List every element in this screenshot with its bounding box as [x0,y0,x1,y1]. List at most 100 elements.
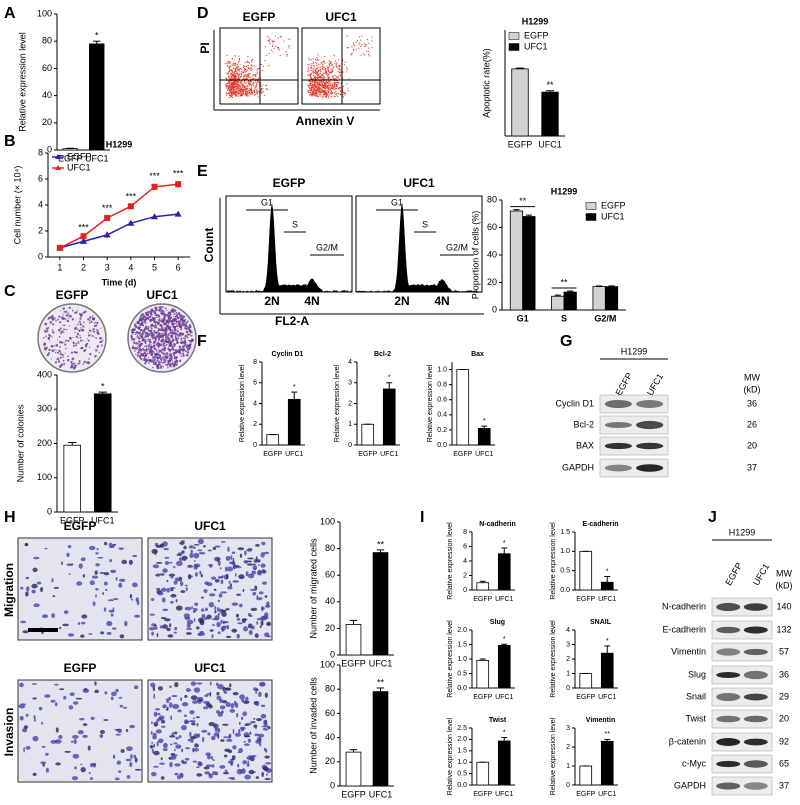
x-tick-label: EGFP [473,791,492,798]
event [333,88,335,90]
event [231,93,233,95]
cell [258,591,264,595]
cell [110,569,117,574]
blot-band [743,782,768,790]
chart-title: H1299 [106,139,133,149]
cell [24,542,29,547]
band-mw: 20 [747,440,757,450]
event [235,76,237,78]
colony [82,340,84,342]
bar [579,550,593,591]
event [326,93,328,95]
cell [120,749,125,753]
blot-band [716,626,741,634]
cell [196,723,199,727]
cell [160,725,166,728]
colony [169,348,172,351]
event [247,95,249,97]
cell [216,621,221,628]
colony [63,362,66,365]
cell [214,556,221,562]
colony [169,311,171,313]
colony [131,346,134,349]
cell [125,729,129,732]
colony [44,331,46,333]
event [330,92,332,94]
colony [157,316,159,319]
cell [90,716,95,721]
mw-label: MW [744,372,760,382]
cell [155,729,162,734]
event [247,56,249,58]
event [247,74,249,76]
colony [71,309,74,312]
cell [160,587,167,592]
event [326,95,328,97]
cell [62,623,69,627]
event [286,53,288,55]
significance: *** [126,192,137,202]
bar [266,434,280,446]
colony [163,342,166,345]
cell [130,754,133,760]
colony [177,349,181,353]
event [311,63,313,65]
colony [163,346,167,350]
x-tick-label: 3 [105,262,110,272]
chart-title: Bcl-2 [374,351,391,358]
cell [247,573,255,579]
image-title: EGFP [64,661,97,675]
event [245,95,247,97]
x-tick-label: 4 [128,262,133,272]
cell [224,754,228,758]
event [238,55,240,57]
point [80,237,87,244]
event [307,66,309,68]
colony [189,333,191,335]
event [361,44,363,46]
colony [161,328,165,332]
colony [134,333,136,336]
colony [86,338,88,340]
bar [477,427,491,446]
chart-title: Bax [471,351,484,358]
event [335,91,337,93]
cell [53,586,59,589]
event [339,71,342,73]
y-axis-label: Relative expression level [334,364,341,442]
event [326,73,328,75]
y-tick-label: 4 [463,558,467,565]
cell [237,622,243,625]
event [339,69,341,71]
band-name: BAX [576,440,594,450]
legend-marker [55,154,61,159]
event [316,76,319,78]
event [330,83,332,85]
cell [208,601,215,608]
event [325,83,327,85]
image-title: UFC1 [194,519,226,533]
event [249,82,251,84]
colony [67,355,69,358]
blot-band [716,738,741,746]
cell [163,742,168,749]
event [251,59,253,62]
event [324,62,326,64]
colony [188,324,191,327]
cell [165,698,171,701]
colony [95,324,98,327]
colony [162,360,165,364]
cell [256,595,259,598]
bar [93,393,112,513]
event [308,91,310,93]
event [316,84,318,86]
event [310,66,313,68]
blot-band [743,626,768,634]
event [315,91,317,93]
event [327,81,329,83]
event [242,78,245,80]
cell [204,617,208,621]
colony [185,324,188,326]
event [353,43,355,46]
band-mw: 36 [779,669,789,679]
